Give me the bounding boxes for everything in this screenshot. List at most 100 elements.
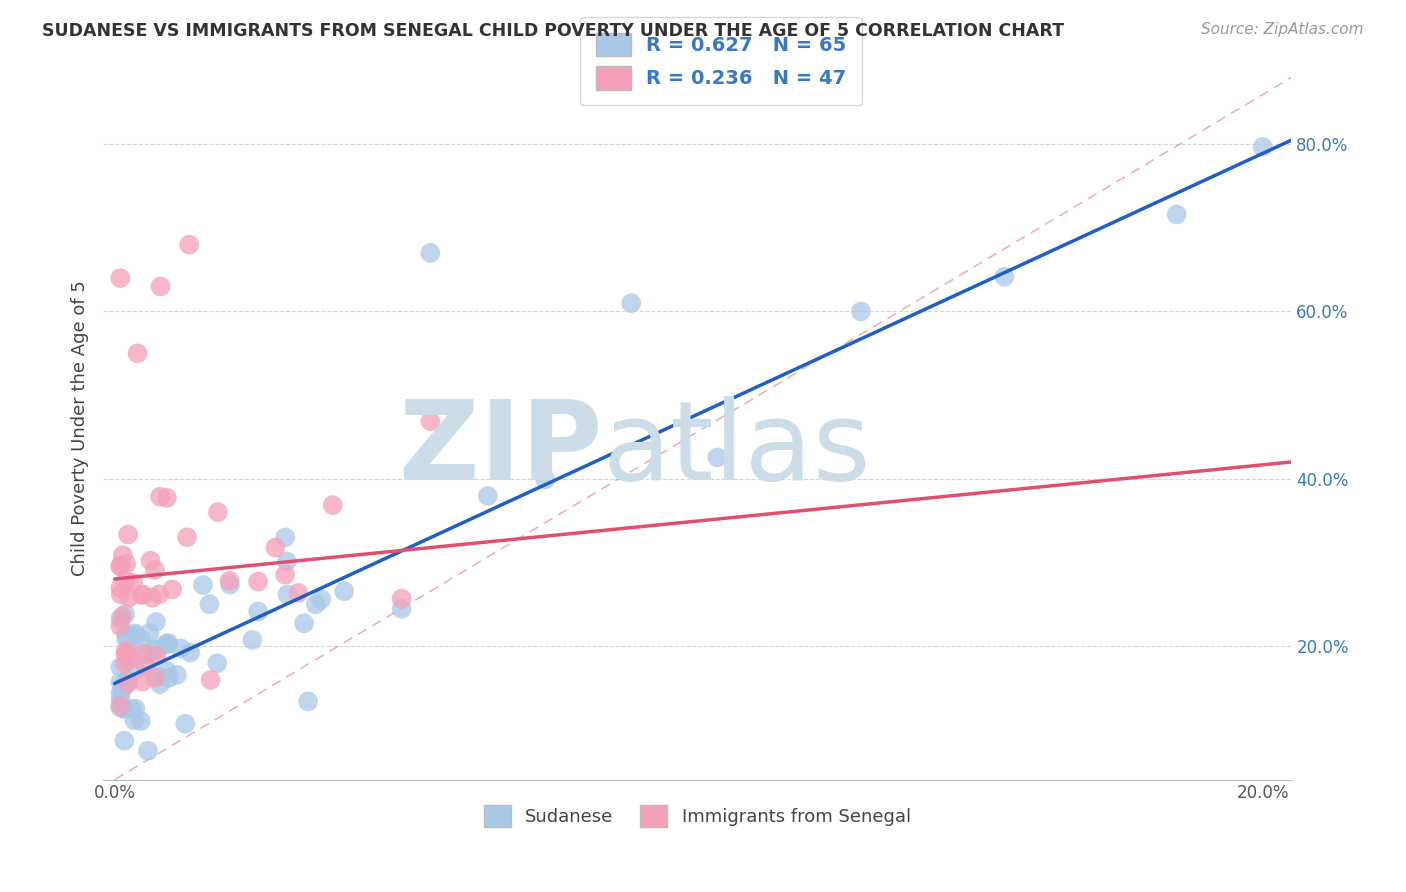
Point (419, 414, 441, 428)
Point (849, 304, 872, 318)
Point (311, 592, 333, 607)
Point (198, 597, 221, 611)
Point (110, 271, 132, 285)
Point (242, 632, 264, 647)
Point (110, 619, 132, 633)
Point (160, 582, 183, 597)
Point (219, 577, 242, 591)
Point (145, 615, 167, 629)
Point (207, 505, 229, 519)
Point (276, 554, 298, 568)
Point (179, 646, 201, 660)
Point (125, 628, 148, 642)
Point (143, 671, 166, 685)
Point (110, 558, 132, 573)
Point (110, 675, 132, 690)
Point (110, 587, 132, 601)
Point (149, 279, 172, 293)
Point (148, 587, 170, 601)
Point (120, 652, 142, 666)
Point (200, 673, 222, 687)
Point (157, 636, 180, 650)
Point (112, 702, 135, 716)
Point (110, 660, 132, 674)
Point (620, 296, 643, 310)
Point (114, 644, 136, 658)
Point (129, 714, 152, 728)
Point (145, 642, 167, 657)
Point (534, 473, 557, 487)
Point (112, 680, 135, 694)
Point (149, 490, 172, 504)
Point (166, 668, 188, 682)
Point (131, 632, 153, 647)
Point (115, 557, 138, 571)
Point (274, 567, 297, 582)
Point (127, 346, 149, 360)
Point (205, 657, 228, 671)
Text: atlas: atlas (602, 396, 870, 503)
Point (419, 246, 441, 260)
Point (287, 586, 309, 600)
Point (124, 626, 146, 640)
Point (117, 527, 139, 541)
Point (131, 587, 153, 601)
Point (145, 648, 167, 663)
Point (117, 676, 139, 690)
Point (112, 733, 135, 747)
Point (110, 581, 132, 595)
Point (1166, 207, 1188, 221)
Point (141, 591, 163, 605)
Point (156, 665, 179, 679)
Point (142, 643, 165, 657)
Point (247, 605, 270, 619)
Point (110, 693, 132, 707)
Point (124, 714, 146, 728)
Point (170, 641, 193, 656)
Point (146, 669, 169, 683)
Point (118, 591, 141, 605)
Point (122, 575, 145, 590)
Point (391, 591, 413, 606)
Point (247, 574, 270, 589)
Point (110, 559, 132, 574)
Point (156, 491, 179, 505)
Point (124, 702, 146, 716)
Point (110, 686, 132, 700)
Point (111, 609, 134, 624)
Point (138, 626, 160, 640)
Point (179, 237, 201, 252)
Point (155, 637, 177, 651)
Text: SUDANESE VS IMMIGRANTS FROM SENEGAL CHILD POVERTY UNDER THE AGE OF 5 CORRELATION: SUDANESE VS IMMIGRANTS FROM SENEGAL CHIL… (42, 22, 1064, 40)
Point (156, 637, 179, 651)
Point (110, 698, 132, 713)
Point (121, 702, 143, 716)
Point (157, 671, 180, 685)
Point (111, 682, 134, 697)
Point (176, 530, 198, 544)
Text: ZIP: ZIP (399, 396, 602, 503)
Point (477, 489, 499, 503)
Point (174, 716, 197, 731)
Point (115, 649, 138, 664)
Point (149, 677, 172, 691)
Text: Source: ZipAtlas.com: Source: ZipAtlas.com (1201, 22, 1364, 37)
Point (191, 578, 214, 592)
Point (114, 574, 136, 588)
Point (114, 646, 136, 660)
Point (131, 674, 153, 689)
Point (117, 673, 139, 688)
Point (333, 584, 356, 599)
Y-axis label: Child Poverty Under the Age of 5: Child Poverty Under the Age of 5 (72, 281, 89, 576)
Point (218, 574, 240, 588)
Legend: Sudanese, Immigrants from Senegal: Sudanese, Immigrants from Senegal (477, 797, 918, 834)
Point (264, 541, 287, 555)
Point (131, 588, 153, 602)
Point (132, 647, 155, 661)
Point (322, 498, 344, 512)
Point (143, 563, 166, 577)
Point (124, 663, 146, 677)
Point (139, 554, 162, 568)
Point (114, 607, 136, 621)
Point (297, 694, 319, 708)
